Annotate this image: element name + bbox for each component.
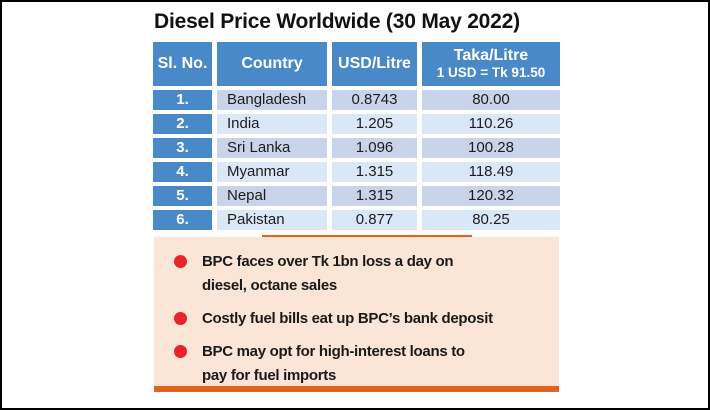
sl-no-cell: 4.: [153, 162, 212, 182]
usd-price-cell: 1.315: [332, 186, 417, 206]
note-item: Costly fuel bills eat up BPC’s bank depo…: [174, 307, 551, 331]
country-cell: Pakistan: [217, 210, 327, 230]
page-title: Diesel Price Worldwide (30 May 2022): [154, 10, 520, 33]
country-cell: Bangladesh: [217, 90, 327, 110]
taka-header-label: Taka/Litre: [453, 47, 529, 65]
note-text: BPC may opt for high-interest loans to p…: [202, 343, 465, 384]
sl-no-cell: 6.: [153, 210, 212, 230]
taka-price-cell: 110.26: [422, 114, 560, 134]
usd-price-cell: 1.205: [332, 114, 417, 134]
taka-exchange-rate-subheader: 1 USD = Tk 91.50: [436, 64, 546, 80]
sl-no-cell: 1.: [153, 90, 212, 110]
note-text: BPC faces over Tk 1bn loss a day on dies…: [202, 253, 454, 294]
usd-price-cell: 1.096: [332, 138, 417, 158]
taka-price-cell: 80.00: [422, 90, 560, 110]
taka-price-cell: 120.32: [422, 186, 560, 206]
country-cell: Sri Lanka: [217, 138, 327, 158]
taka-price-cell: 100.28: [422, 138, 560, 158]
bullet-dot-icon: [174, 255, 187, 268]
col-header-sl-no: Sl. No.: [153, 42, 212, 86]
notes-panel: BPC faces over Tk 1bn loss a day on dies…: [154, 237, 559, 387]
col-header-taka-litre: Taka/Litre 1 USD = Tk 91.50: [422, 42, 560, 86]
bullet-dot-icon: [174, 345, 187, 358]
usd-price-cell: 1.315: [332, 162, 417, 182]
taka-price-cell: 118.49: [422, 162, 560, 182]
country-cell: Nepal: [217, 186, 327, 206]
usd-price-cell: 0.8743: [332, 90, 417, 110]
note-item: BPC may opt for high-interest loans to p…: [174, 340, 551, 388]
bullet-dot-icon: [174, 312, 187, 325]
col-header-country: Country: [217, 42, 327, 86]
note-text: Costly fuel bills eat up BPC’s bank depo…: [202, 310, 493, 327]
col-header-usd-litre: USD/Litre: [332, 42, 417, 86]
country-cell: Myanmar: [217, 162, 327, 182]
usd-price-cell: 0.877: [332, 210, 417, 230]
sl-no-cell: 3.: [153, 138, 212, 158]
sl-no-cell: 5.: [153, 186, 212, 206]
bottom-accent-bar: [154, 386, 559, 392]
country-cell: India: [217, 114, 327, 134]
sl-no-cell: 2.: [153, 114, 212, 134]
note-item: BPC faces over Tk 1bn loss a day on dies…: [174, 250, 551, 298]
taka-price-cell: 80.25: [422, 210, 560, 230]
diesel-price-table: Sl. No. Country USD/Litre Taka/Litre 1 U…: [153, 42, 560, 230]
